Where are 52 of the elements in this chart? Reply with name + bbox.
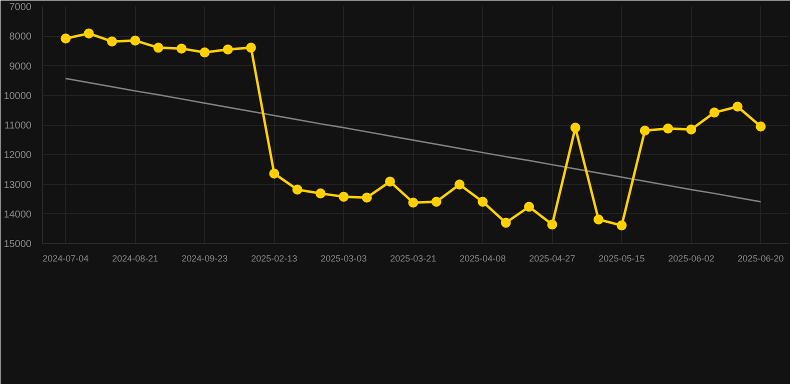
point [431,196,442,207]
x-tick-label: 2025-06-20 [738,254,784,264]
point [524,202,534,212]
point [500,218,511,228]
x-tick-label: 2025-04-27 [529,254,576,264]
point [616,220,627,230]
point [756,121,766,132]
point [478,196,488,207]
point [408,198,418,208]
point [246,42,256,53]
point [547,220,558,230]
point [153,42,164,53]
point [640,126,650,136]
line-series [64,78,762,202]
y-tick-label: 9000 [9,61,32,72]
point [570,122,580,133]
x-tick-label: 2024-07-04 [42,254,89,264]
x-tick-label: 2025-06-02 [668,254,714,264]
y-tick-label: 15000 [4,239,32,250]
x-tick-label: 2025-02-13 [251,254,298,264]
x-tick-label: 2025-05-15 [598,254,645,264]
y-tick-label: 12000 [4,150,32,162]
point [594,214,604,224]
point [292,184,302,195]
point [663,124,674,134]
point [385,176,396,187]
x-tick-label: 2024-08-21 [112,254,158,264]
x-tick-label: 2025-03-03 [320,254,367,264]
x-tick-label: 2025-04-08 [460,254,506,264]
point [316,188,326,198]
y-tick-label: 13000 [4,180,32,191]
y-tick-label: 14000 [4,209,32,220]
point [107,36,118,46]
y-tick-label: 7000 [9,2,32,13]
y-tick-label: 11000 [4,120,32,132]
point [130,36,140,46]
point [84,28,94,38]
y-tick-label: 8000 [9,32,32,43]
point [176,44,187,54]
point [454,180,465,190]
point [732,102,743,112]
point [60,34,71,44]
x-tick-label: 2024-09-23 [182,254,228,264]
point [200,47,210,58]
point [362,192,372,203]
x-tick-label: 2025-03-21 [390,254,436,264]
point [686,124,696,134]
point [269,168,280,179]
point [338,192,349,202]
y-tick-label: 10000 [4,90,32,102]
point [709,108,720,118]
point [222,44,233,54]
